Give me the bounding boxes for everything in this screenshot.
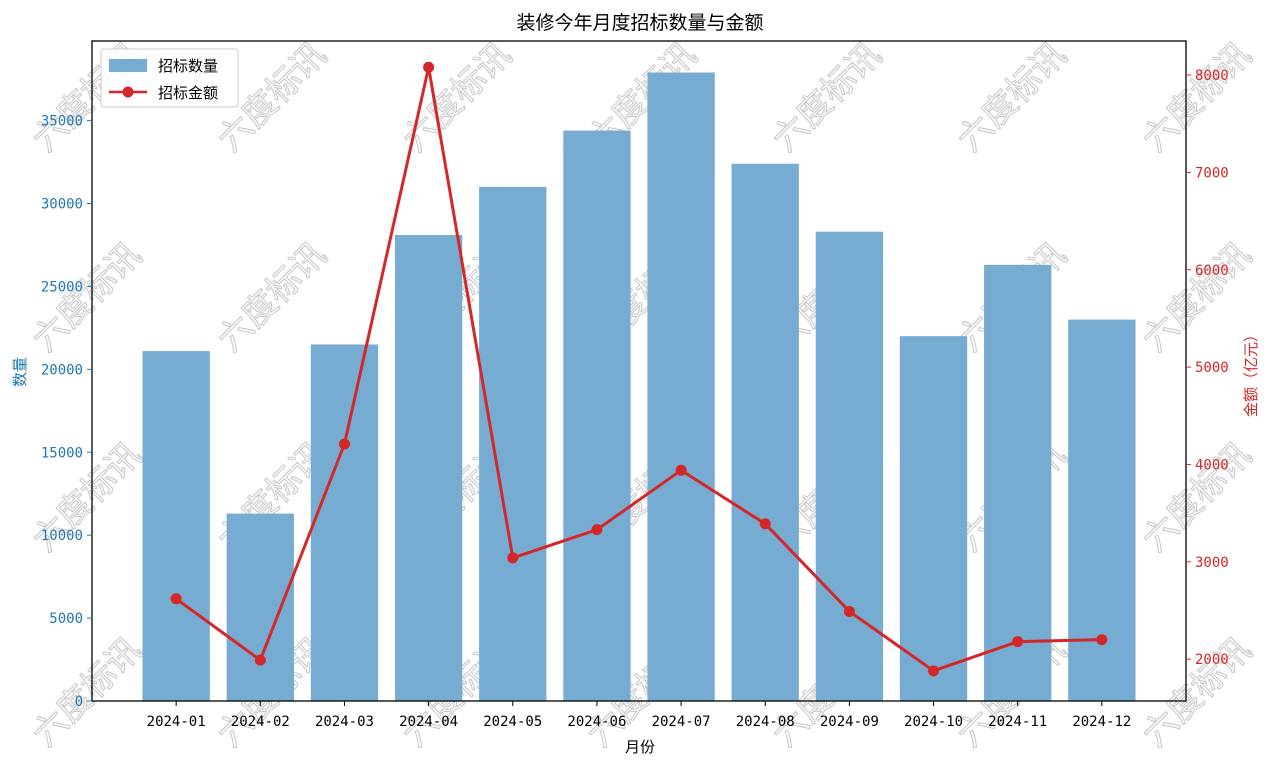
x-tick-label-2024-10: 2024-10: [904, 714, 963, 730]
x-tick-label-2024-08: 2024-08: [736, 714, 795, 730]
y-left-tick-label-5000: 5000: [49, 611, 83, 627]
y-right-tick-label-2000: 2000: [1195, 652, 1229, 668]
bar-series: [142, 72, 1136, 702]
watermark-0-5: 六度标讯: [950, 35, 1074, 159]
watermark-0-6: 六度标讯: [1135, 35, 1259, 159]
y-left-tick-label-0: 0: [75, 694, 83, 710]
watermark-3-6: 六度标讯: [1135, 630, 1259, 754]
y-right-tick-label-5000: 5000: [1195, 360, 1229, 376]
bar-2024-05: [479, 186, 547, 702]
bar-2024-08: [731, 163, 799, 701]
x-axis-label: 月份: [625, 738, 655, 756]
amount-point-2024-09: [843, 605, 855, 617]
bar-2024-01: [142, 351, 210, 701]
amount-point-2024-04: [423, 61, 435, 73]
x-tick-label-2024-01: 2024-01: [147, 714, 206, 730]
amount-point-2024-01: [170, 593, 182, 605]
y-left-tick-label-15000: 15000: [41, 445, 83, 461]
y-axis-left-label: 数量: [11, 357, 29, 387]
x-tick-label-2024-03: 2024-03: [315, 714, 374, 730]
y-axis-right-label: 金额（亿元）: [1242, 327, 1260, 417]
legend-label-amount: 招标金额: [158, 84, 218, 102]
x-tick-label-2024-09: 2024-09: [820, 714, 879, 730]
watermark-1-6: 六度标讯: [1135, 235, 1259, 359]
y-axis-right: 2000 3000 4000 5000 6000 7000 8000: [1186, 68, 1229, 668]
y-axis-left: 0 5000 10000 15000 20000 25000 30000 35000: [41, 114, 92, 710]
bar-2024-06: [563, 130, 631, 702]
x-tick-label-2024-02: 2024-02: [231, 714, 290, 730]
y-left-tick-label-20000: 20000: [41, 362, 83, 378]
x-tick-label-2024-05: 2024-05: [483, 714, 542, 730]
y-right-tick-label-8000: 8000: [1195, 68, 1229, 84]
chart-title: 装修今年月度招标数量与金额: [516, 12, 763, 34]
amount-point-2024-12: [1096, 634, 1108, 646]
legend-bar-swatch: [109, 59, 147, 72]
bar-2024-09: [815, 231, 884, 701]
x-tick-label-2024-04: 2024-04: [399, 714, 458, 730]
x-axis: 2024-01 2024-02 2024-03 2024-04 2024-05 2024-…: [147, 701, 1131, 730]
watermark-1-1: 六度标讯: [210, 235, 334, 359]
amount-point-2024-05: [507, 552, 519, 564]
bar-2024-03: [310, 344, 379, 701]
amount-point-2024-02: [254, 654, 266, 666]
y-left-tick-label-25000: 25000: [41, 279, 83, 295]
amount-line: [175, 65, 1102, 673]
amount-point-2024-03: [338, 438, 350, 450]
y-left-tick-label-35000: 35000: [41, 114, 83, 130]
watermark-1-0: 六度标讯: [25, 235, 149, 359]
watermark-2-6: 六度标讯: [1135, 435, 1259, 559]
y-right-tick-label-4000: 4000: [1195, 457, 1229, 473]
bar-2024-02: [226, 513, 294, 701]
amount-point-2024-11: [1012, 636, 1024, 648]
y-right-tick-label-7000: 7000: [1195, 165, 1229, 181]
amount-point-2024-10: [928, 665, 940, 677]
y-right-tick-label-3000: 3000: [1195, 555, 1229, 571]
amount-point-2024-07: [675, 464, 687, 476]
legend: 招标数量 招标金额: [100, 48, 239, 108]
legend-label-count: 招标数量: [158, 57, 218, 75]
watermark-3-0: 六度标讯: [25, 630, 149, 754]
x-tick-label-2024-12: 2024-12: [1072, 714, 1131, 730]
line-series: [170, 61, 1108, 677]
y-right-tick-label-6000: 6000: [1195, 263, 1229, 279]
watermark-0-4: 六度标讯: [765, 35, 889, 159]
y-left-tick-label-10000: 10000: [41, 528, 83, 544]
amount-point-2024-06: [591, 524, 603, 536]
bar-2024-10: [899, 336, 968, 701]
amount-point-2024-08: [759, 518, 771, 530]
bar-2024-11: [984, 264, 1052, 701]
bar-2024-07: [647, 72, 715, 701]
x-tick-label-2024-11: 2024-11: [988, 714, 1047, 730]
y-left-tick-label-30000: 30000: [41, 197, 83, 213]
plot-frame: [91, 40, 1187, 702]
bar-2024-04: [394, 235, 463, 702]
x-tick-label-2024-06: 2024-06: [567, 714, 626, 730]
legend-line-marker: [122, 86, 134, 98]
x-tick-label-2024-07: 2024-07: [652, 714, 711, 730]
